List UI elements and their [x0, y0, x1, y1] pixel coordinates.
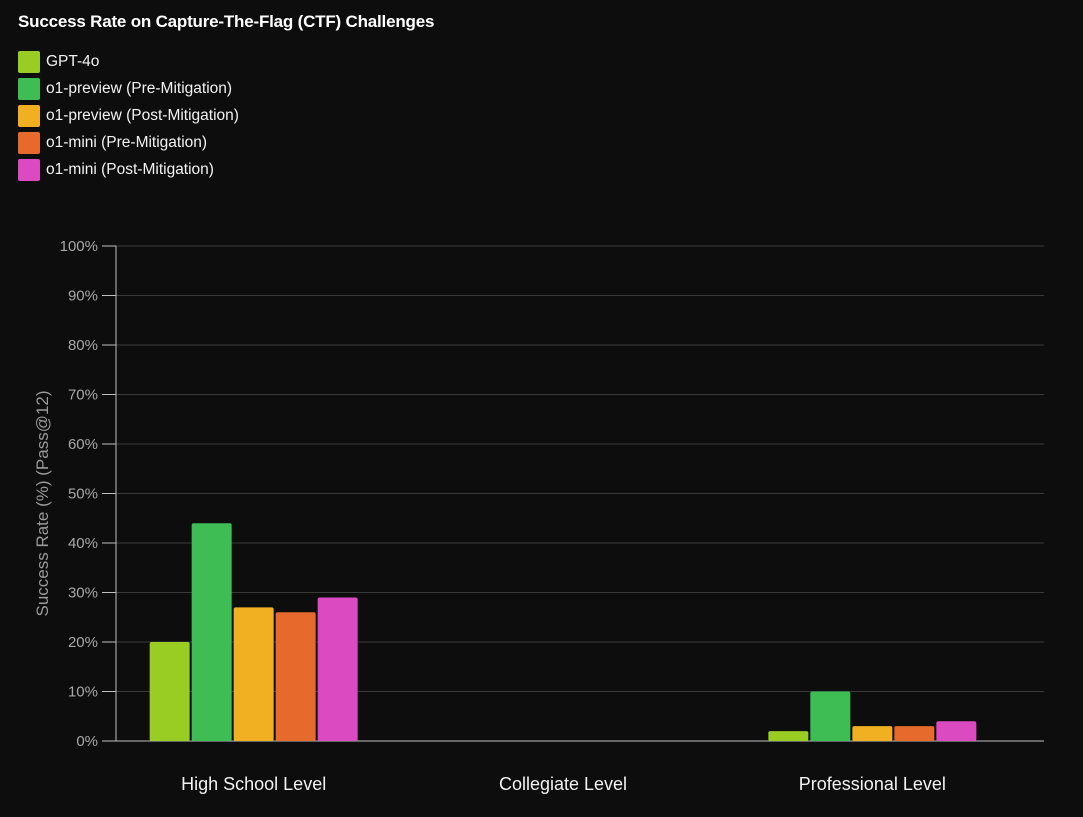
legend-item-o1-preview-pre: o1-preview (Pre-Mitigation)	[18, 75, 239, 102]
y-tick-label: 10%	[68, 684, 98, 701]
y-tick-label: 100%	[60, 238, 98, 255]
x-category-label: Professional Level	[799, 774, 946, 794]
y-tick-label: 90%	[68, 288, 98, 305]
x-category-label: High School Level	[181, 774, 326, 794]
legend-item-o1-preview-post: o1-preview (Post-Mitigation)	[18, 102, 239, 129]
bar	[810, 691, 851, 741]
legend: GPT-4o o1-preview (Pre-Mitigation) o1-pr…	[18, 48, 239, 183]
legend-label-o1-mini-pre: o1-mini (Pre-Mitigation)	[46, 133, 208, 151]
legend-swatch-o1-mini-post	[18, 158, 40, 181]
legend-swatch-o1-preview-post	[18, 104, 40, 127]
y-tick-label: 60%	[68, 436, 98, 453]
legend-item-o1-mini-post: o1-mini (Post-Mitigation)	[18, 156, 239, 183]
chart-title: Success Rate on Capture-The-Flag (CTF) C…	[18, 12, 435, 31]
bar	[191, 523, 232, 741]
legend-label-o1-mini-post: o1-mini (Post-Mitigation)	[46, 160, 214, 178]
legend-item-gpt-4o: GPT-4o	[18, 48, 239, 75]
bar	[317, 597, 358, 741]
bar	[768, 731, 809, 741]
legend-label-o1-preview-pre: o1-preview (Pre-Mitigation)	[46, 79, 233, 97]
legend-swatch-o1-mini-pre	[18, 131, 40, 154]
y-tick-label: 0%	[76, 733, 98, 750]
legend-item-o1-mini-pre: o1-mini (Pre-Mitigation)	[18, 129, 239, 156]
y-tick-label: 50%	[68, 486, 98, 503]
y-tick-label: 70%	[68, 387, 98, 404]
bar	[149, 642, 190, 741]
legend-label-o1-preview-post: o1-preview (Post-Mitigation)	[46, 106, 239, 124]
y-axis-title: Success Rate (%) (Pass@12)	[33, 390, 52, 616]
y-tick-label: 80%	[68, 337, 98, 354]
bar	[852, 726, 893, 741]
y-tick-label: 30%	[68, 585, 98, 602]
legend-label-gpt-4o: GPT-4o	[46, 52, 100, 70]
legend-swatch-o1-preview-pre	[18, 77, 40, 100]
bar	[275, 612, 316, 741]
bar	[233, 607, 274, 741]
legend-swatch-gpt-4o	[18, 50, 40, 73]
y-tick-label: 20%	[68, 634, 98, 651]
bar	[936, 721, 977, 741]
x-category-label: Collegiate Level	[499, 774, 627, 794]
y-tick-label: 40%	[68, 535, 98, 552]
bar	[894, 726, 935, 741]
